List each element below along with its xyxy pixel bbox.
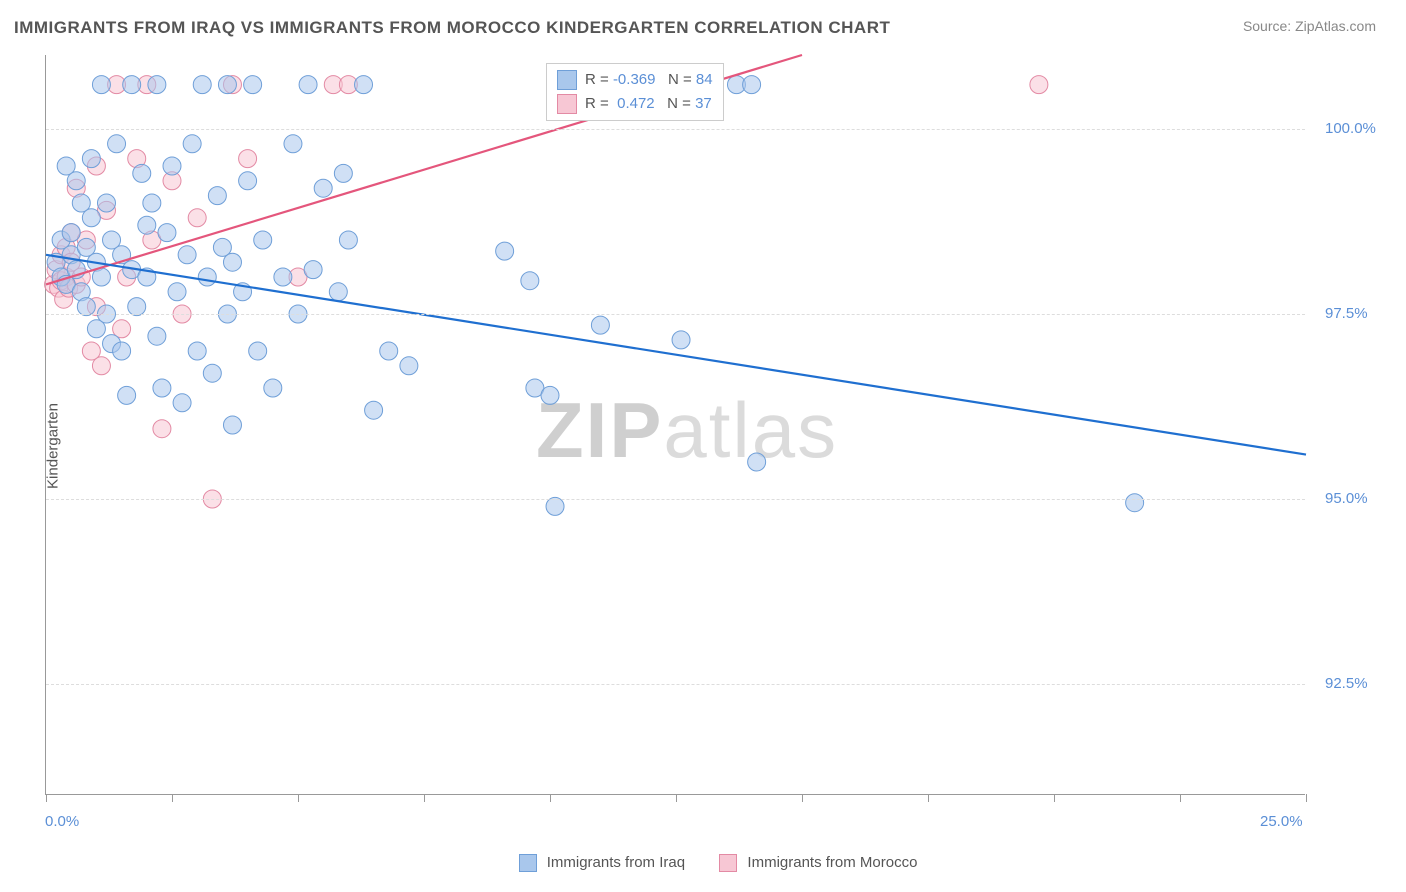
data-point [92,268,110,286]
data-point [193,76,211,94]
data-point [178,246,196,264]
y-tick-label: 95.0% [1325,490,1368,507]
data-point [203,364,221,382]
chart-title: IMMIGRANTS FROM IRAQ VS IMMIGRANTS FROM … [14,18,890,38]
data-point [128,298,146,316]
swatch-icon [557,70,577,90]
x-tick [46,794,47,802]
data-point [97,194,115,212]
data-point [148,76,166,94]
x-tick [1306,794,1307,802]
data-point [496,242,514,260]
data-point [62,224,80,242]
data-point [118,386,136,404]
data-point [1030,76,1048,94]
data-point [748,453,766,471]
data-point [143,194,161,212]
gridline [46,684,1305,685]
correlation-row-1: R = -0.369 N = 84 [557,68,713,92]
data-point [239,150,257,168]
x-tick-label: 0.0% [45,813,79,830]
y-tick-label: 92.5% [1325,675,1368,692]
data-point [153,379,171,397]
data-point [546,497,564,515]
data-point [183,135,201,153]
data-point [365,401,383,419]
data-point [249,342,267,360]
x-tick-label: 25.0% [1260,813,1303,830]
bottom-legend: Immigrants from Iraq Immigrants from Mor… [0,854,1406,872]
data-point [339,231,357,249]
x-tick [1180,794,1181,802]
data-point [541,386,559,404]
data-point [153,420,171,438]
data-point [123,76,141,94]
plot-area: ZIPatlas R = -0.369 N = 84 R = 0.472 N =… [45,55,1305,795]
source-label: Source: ZipAtlas.com [1243,18,1376,34]
data-point [92,357,110,375]
x-tick [550,794,551,802]
data-point [284,135,302,153]
data-point [254,231,272,249]
data-point [168,283,186,301]
data-point [380,342,398,360]
x-tick [1054,794,1055,802]
x-tick [676,794,677,802]
data-point [188,342,206,360]
data-point [163,157,181,175]
swatch-icon [719,854,737,872]
y-tick-label: 97.5% [1325,305,1368,322]
data-point [148,327,166,345]
gridline [46,129,1305,130]
swatch-icon [519,854,537,872]
data-point [334,164,352,182]
gridline [46,499,1305,500]
data-point [355,76,373,94]
data-point [743,76,761,94]
data-point [173,394,191,412]
data-point [92,76,110,94]
x-tick [928,794,929,802]
data-point [188,209,206,227]
data-point [158,224,176,242]
x-tick [802,794,803,802]
data-point [304,261,322,279]
y-tick-label: 100.0% [1325,120,1376,137]
data-point [264,379,282,397]
data-point [108,135,126,153]
data-point [672,331,690,349]
legend-label-2: Immigrants from Morocco [747,854,917,871]
data-point [82,150,100,168]
legend-label-1: Immigrants from Iraq [547,854,685,871]
data-point [591,316,609,334]
data-point [223,416,241,434]
data-point [244,76,262,94]
data-point [299,76,317,94]
data-point [1126,494,1144,512]
data-point [67,172,85,190]
data-point [223,253,241,271]
gridline [46,314,1305,315]
correlation-row-2: R = 0.472 N = 37 [557,92,713,116]
data-point [82,209,100,227]
swatch-icon [557,94,577,114]
x-tick [298,794,299,802]
data-point [113,342,131,360]
data-point [521,272,539,290]
x-tick [424,794,425,802]
data-point [400,357,418,375]
data-point [218,76,236,94]
data-point [239,172,257,190]
data-point [133,164,151,182]
x-tick [172,794,173,802]
data-point [329,283,347,301]
data-point [208,187,226,205]
data-point [314,179,332,197]
correlation-legend: R = -0.369 N = 84 R = 0.472 N = 37 [546,63,724,121]
data-point [77,298,95,316]
data-point [138,216,156,234]
data-point [198,268,216,286]
data-point [274,268,292,286]
